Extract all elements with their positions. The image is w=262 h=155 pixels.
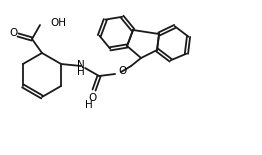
Text: H: H: [77, 67, 85, 77]
Text: O: O: [88, 93, 96, 103]
Text: O: O: [9, 28, 17, 38]
Text: O: O: [118, 66, 126, 76]
Text: H: H: [85, 100, 93, 110]
Text: N: N: [77, 60, 85, 70]
Text: OH: OH: [50, 18, 66, 28]
